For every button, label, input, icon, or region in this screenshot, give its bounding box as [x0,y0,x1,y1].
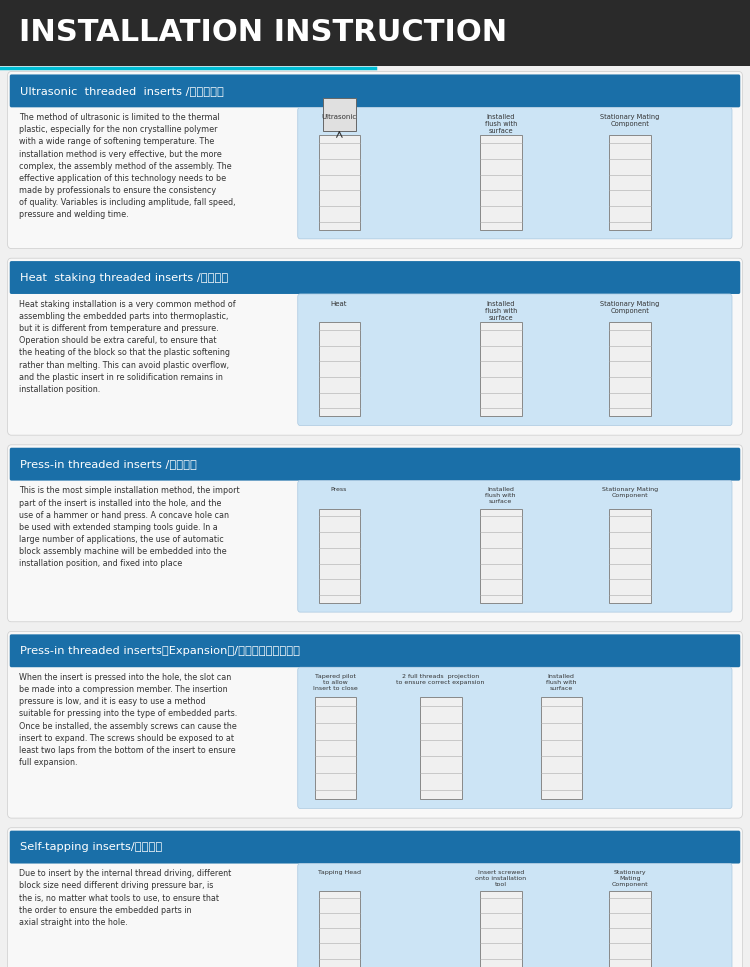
FancyBboxPatch shape [10,448,740,481]
FancyBboxPatch shape [298,667,732,808]
Text: When the insert is pressed into the hole, the slot can
be made into a compressio: When the insert is pressed into the hole… [19,673,237,767]
Bar [541,697,582,799]
FancyBboxPatch shape [0,0,750,66]
FancyBboxPatch shape [8,72,742,249]
Text: Stationary
Mating
Component: Stationary Mating Component [611,870,648,887]
FancyBboxPatch shape [10,831,740,864]
Text: Installed
flush with
surface: Installed flush with surface [546,674,576,690]
Bar [610,322,651,417]
Text: Stationary Mating
Component: Stationary Mating Component [600,114,659,127]
FancyBboxPatch shape [8,631,742,818]
Text: Heat: Heat [331,301,347,307]
Text: Insert screwed
onto installation
tool: Insert screwed onto installation tool [476,870,526,887]
Text: The method of ultrasonic is limited to the thermal
plastic, especially for the n: The method of ultrasonic is limited to t… [19,113,235,220]
Bar [610,135,651,230]
FancyBboxPatch shape [298,107,732,239]
Text: Tapered pilot
to allow
Insert to close: Tapered pilot to allow Insert to close [313,674,358,690]
Bar [481,891,522,967]
Text: Press-in threaded inserts /冷压埋植: Press-in threaded inserts /冷压埋植 [20,459,197,469]
Text: Self-tapping inserts/自攻埋植: Self-tapping inserts/自攻埋植 [20,842,163,852]
FancyBboxPatch shape [8,258,742,435]
Bar [319,891,360,967]
Text: Installed
flush with
surface: Installed flush with surface [484,114,517,134]
Text: Heat staking installation is a very common method of
assembling the embedded par: Heat staking installation is a very comm… [19,300,235,394]
Bar [610,891,651,967]
Bar [319,322,360,417]
Text: Stationary Mating
Component: Stationary Mating Component [600,301,659,313]
Text: Press-in threaded inserts（Expansion）/冷压埋植（膨胀型）: Press-in threaded inserts（Expansion）/冷压埋… [20,646,300,656]
Bar [481,509,522,603]
Bar [323,98,356,131]
Bar [420,697,461,799]
FancyBboxPatch shape [298,294,732,425]
Bar [481,322,522,417]
Text: Press: Press [331,487,347,492]
Text: Heat  staking threaded inserts /热熔埋植: Heat staking threaded inserts /热熔埋植 [20,273,229,282]
Bar [610,509,651,603]
FancyBboxPatch shape [10,634,740,667]
FancyBboxPatch shape [10,74,740,107]
Bar [319,509,360,603]
Text: Ultrasonic  threaded  inserts /超声波埋植: Ultrasonic threaded inserts /超声波埋植 [20,86,224,96]
Bar [315,697,356,799]
Text: Tapping Head: Tapping Head [317,870,361,875]
Text: 2 full threads  projection
to ensure correct expansion: 2 full threads projection to ensure corr… [397,674,484,685]
Bar [481,135,522,230]
Bar [319,135,360,230]
Text: Due to insert by the internal thread driving, different
block size need differen: Due to insert by the internal thread dri… [19,869,231,927]
FancyBboxPatch shape [298,864,732,967]
Text: INSTALLATION INSTRUCTION: INSTALLATION INSTRUCTION [19,18,507,47]
Text: Installed
flush with
surface: Installed flush with surface [485,487,516,504]
FancyBboxPatch shape [10,261,740,294]
Text: Ultrasonic: Ultrasonic [322,114,357,120]
FancyBboxPatch shape [298,481,732,612]
Text: Installed
flush with
surface: Installed flush with surface [484,301,517,321]
FancyBboxPatch shape [8,828,742,967]
Text: This is the most simple installation method, the import
part of the insert is in: This is the most simple installation met… [19,486,239,569]
FancyBboxPatch shape [8,445,742,622]
Text: Stationary Mating
Component: Stationary Mating Component [602,487,658,498]
